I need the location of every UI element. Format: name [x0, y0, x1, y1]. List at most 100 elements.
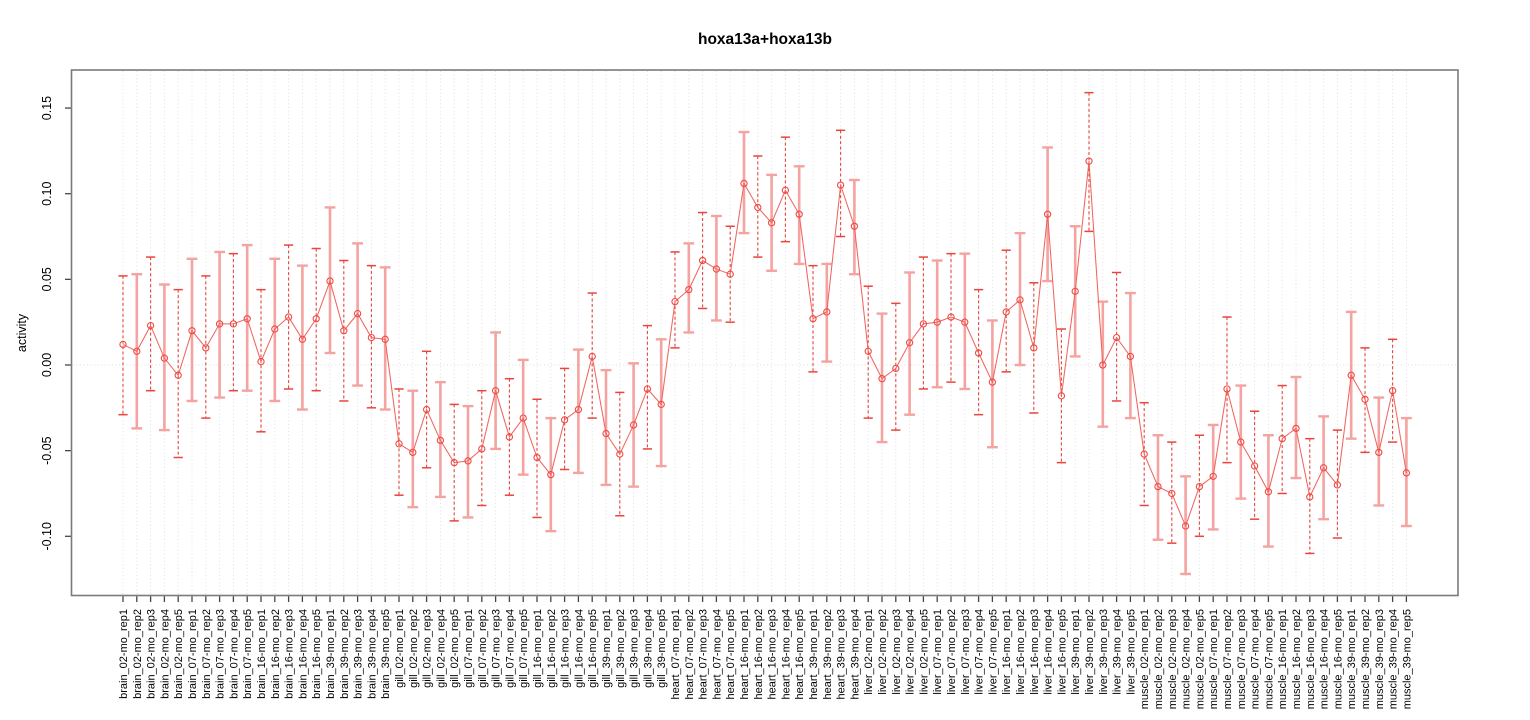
data-point [133, 347, 141, 355]
data-point [1112, 333, 1121, 342]
data-point [119, 340, 127, 349]
data-point [395, 440, 403, 448]
data-point [657, 400, 665, 409]
data-point [519, 414, 527, 422]
data-point [1181, 522, 1190, 530]
data-point [685, 285, 693, 294]
plot-box [70, 69, 1459, 597]
x-tick-label: gill_16-mo_rep3 [560, 609, 572, 688]
x-tick-label: heart_07-mo_rep2 [684, 609, 696, 700]
x-tick-label: brain_39-mo_rep3 [353, 609, 365, 699]
data-point [1402, 469, 1411, 477]
data-point [174, 371, 182, 379]
data-point [1140, 450, 1148, 458]
y-tick-label: 0.00 [40, 353, 54, 377]
x-tick-label: heart_16-mo_rep4 [780, 609, 792, 700]
x-tick-label: heart_07-mo_rep4 [711, 609, 723, 700]
data-point [588, 352, 596, 361]
data-point [1126, 352, 1135, 361]
x-tick-label: liver_39-mo_rep2 [1084, 609, 1096, 695]
x-tick-label: brain_07-mo_rep5 [242, 609, 254, 699]
x-tick-label: liver_07-mo_rep3 [960, 609, 972, 695]
x-tick-label: brain_02-mo_rep4 [159, 609, 171, 699]
data-point [1085, 157, 1093, 165]
data-point [381, 335, 389, 343]
x-tick-label: liver_02-mo_rep2 [877, 609, 889, 695]
data-point [767, 219, 776, 227]
x-tick-label: muscle_07-mo_rep4 [1250, 609, 1262, 709]
x-tick-label: liver_39-mo_rep5 [1125, 609, 1137, 695]
x-tick-label: gill_02-mo_rep1 [394, 609, 406, 688]
data-point [257, 357, 265, 366]
x-tick-label: brain_07-mo_rep2 [201, 609, 213, 699]
x-tick-label: gill_02-mo_rep3 [422, 609, 434, 688]
x-tick-label: muscle_39-mo_rep3 [1374, 609, 1386, 709]
data-point [823, 308, 831, 316]
x-tick-label: liver_07-mo_rep4 [974, 609, 986, 695]
data-point [353, 309, 362, 318]
data-point [643, 385, 652, 393]
x-tick-label: gill_07-mo_rep1 [463, 609, 475, 688]
data-point [1168, 489, 1176, 498]
x-tick-label: muscle_16-mo_rep1 [1277, 609, 1289, 709]
data-point [422, 405, 431, 414]
data-point [1347, 371, 1355, 379]
data-point [1375, 448, 1383, 457]
data-point [740, 179, 748, 188]
x-tick-label: muscle_07-mo_rep5 [1263, 609, 1275, 709]
x-tick-label: brain_16-mo_rep2 [270, 609, 282, 699]
x-tick-label: liver_39-mo_rep3 [1098, 609, 1110, 695]
x-tick-label: heart_07-mo_rep5 [725, 609, 737, 700]
x-tick-label: gill_02-mo_rep5 [449, 609, 461, 688]
x-tick-label: gill_39-mo_rep3 [629, 609, 641, 688]
x-tick-label: muscle_07-mo_rep3 [1236, 609, 1248, 709]
x-tick-label: muscle_16-mo_rep3 [1305, 609, 1317, 709]
data-point [1071, 287, 1079, 295]
data-point [836, 181, 845, 189]
x-tick-label: brain_02-mo_rep5 [173, 609, 185, 699]
data-point [1361, 395, 1369, 403]
data-point [284, 313, 293, 321]
data-point [781, 186, 790, 194]
data-point [850, 222, 859, 230]
x-tick-label: brain_39-mo_rep5 [380, 609, 392, 699]
data-point [712, 265, 721, 273]
data-point [629, 421, 638, 429]
x-tick-label: brain_07-mo_rep1 [187, 609, 199, 699]
x-tick-label: gill_16-mo_rep4 [573, 609, 585, 688]
x-tick-label: muscle_39-mo_rep2 [1360, 609, 1372, 709]
x-tick-label: liver_16-mo_rep1 [1001, 609, 1013, 695]
x-tick-label: heart_39-mo_rep1 [808, 609, 820, 700]
data-point [616, 450, 624, 458]
data-point [574, 405, 583, 414]
y-tick-label: 0.10 [40, 181, 54, 205]
x-tick-label: gill_39-mo_rep5 [656, 609, 668, 688]
x-tick-label: heart_16-mo_rep2 [753, 609, 765, 700]
x-tick-label: gill_16-mo_rep1 [532, 609, 544, 688]
data-point [1306, 493, 1314, 501]
data-point [1195, 482, 1204, 491]
x-tick-label: gill_07-mo_rep3 [491, 609, 503, 688]
data-point [1223, 385, 1231, 393]
x-tick-label: brain_39-mo_rep4 [366, 609, 378, 699]
y-tick-label: 0.05 [40, 267, 54, 291]
data-point [809, 315, 817, 323]
data-point [340, 327, 348, 335]
x-tick-label: gill_02-mo_rep4 [435, 609, 447, 688]
data-point [988, 378, 997, 386]
data-point [188, 327, 196, 335]
x-tick-label: liver_02-mo_rep4 [905, 609, 917, 695]
y-tick-label: -0.05 [40, 436, 54, 465]
data-point [671, 297, 679, 306]
data-point [919, 320, 928, 328]
x-tick-label: gill_39-mo_rep4 [642, 609, 654, 688]
x-tick-label: muscle_39-mo_rep5 [1401, 609, 1413, 709]
data-point [1333, 481, 1342, 489]
data-point [202, 344, 210, 352]
x-tick-label: gill_07-mo_rep4 [504, 609, 516, 688]
x-tick-label: muscle_02-mo_rep2 [1153, 609, 1165, 709]
x-tick-label: brain_16-mo_rep4 [297, 609, 309, 699]
data-point [146, 321, 155, 330]
data-point [1099, 361, 1107, 369]
